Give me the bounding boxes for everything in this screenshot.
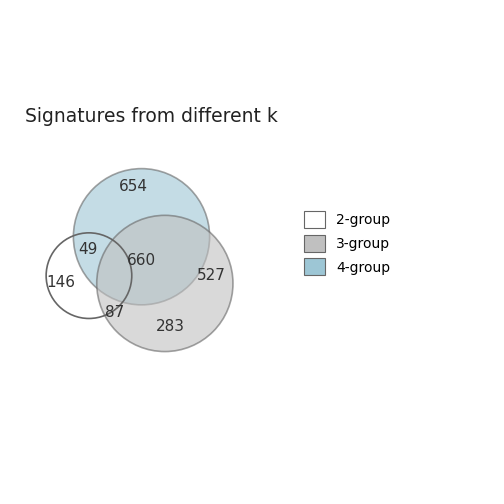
Text: 654: 654 <box>119 178 148 194</box>
Circle shape <box>97 215 233 352</box>
Text: 283: 283 <box>156 319 185 334</box>
Text: 146: 146 <box>46 275 75 290</box>
Text: 660: 660 <box>127 253 156 268</box>
Text: 87: 87 <box>105 305 124 320</box>
Title: Signatures from different k: Signatures from different k <box>25 107 278 127</box>
Legend: 2-group, 3-group, 4-group: 2-group, 3-group, 4-group <box>297 204 397 282</box>
Text: 49: 49 <box>78 242 98 257</box>
Circle shape <box>74 169 210 305</box>
Text: 527: 527 <box>197 268 226 283</box>
